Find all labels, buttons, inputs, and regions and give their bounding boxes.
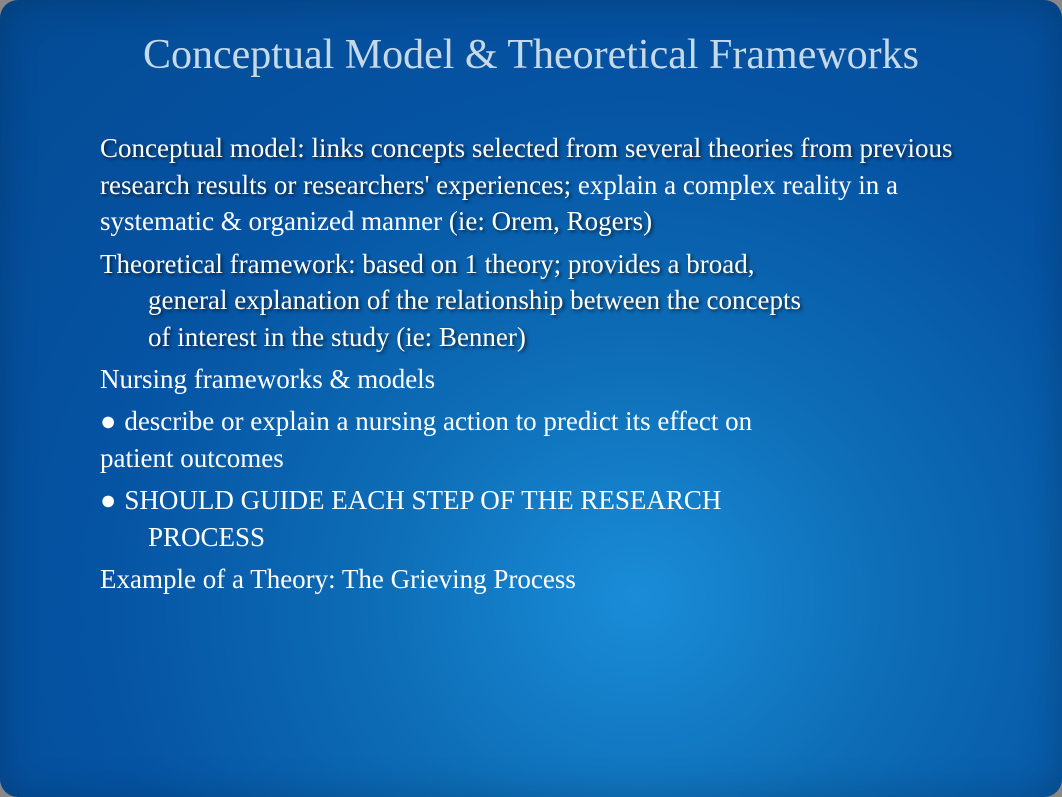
tf-indent-line2: of interest in the study (ie: Benner): [100, 319, 1002, 355]
bullet-dot-icon: ●: [100, 403, 116, 439]
tf-indent-line1: general explanation of the relationship …: [100, 282, 1002, 318]
paragraph-conceptual-model: Conceptual model: links concepts selecte…: [100, 130, 1002, 239]
slide-title: Conceptual Model & Theoretical Framework…: [106, 30, 956, 80]
paragraph-nursing-frameworks: Nursing frameworks & models: [100, 361, 1002, 397]
slide-container: Conceptual Model & Theoretical Framework…: [0, 0, 1062, 797]
paragraph-theoretical-framework: Theoretical framework: based on 1 theory…: [100, 246, 1002, 355]
bullet1-text: describe or explain a nursing action to …: [124, 403, 752, 439]
tf-line1: Theoretical framework: based on 1 theory…: [100, 246, 1002, 282]
bullet2-text: SHOULD GUIDE EACH STEP OF THE RESEARCH: [124, 482, 721, 518]
slide-content: Conceptual model: links concepts selecte…: [0, 130, 1062, 597]
bullet-dot-icon: ●: [100, 482, 116, 518]
bullet-item-1: ● describe or explain a nursing action t…: [100, 403, 1002, 476]
text-shadowed-b: (ie: Orem, Rogers): [449, 206, 652, 236]
bullet1-continuation: patient outcomes: [100, 440, 1002, 476]
bullet2-indent: PROCESS: [100, 519, 1002, 555]
paragraph-example: Example of a Theory: The Grieving Proces…: [100, 561, 1002, 597]
bullet-item-2: ● SHOULD GUIDE EACH STEP OF THE RESEARCH…: [100, 482, 1002, 555]
